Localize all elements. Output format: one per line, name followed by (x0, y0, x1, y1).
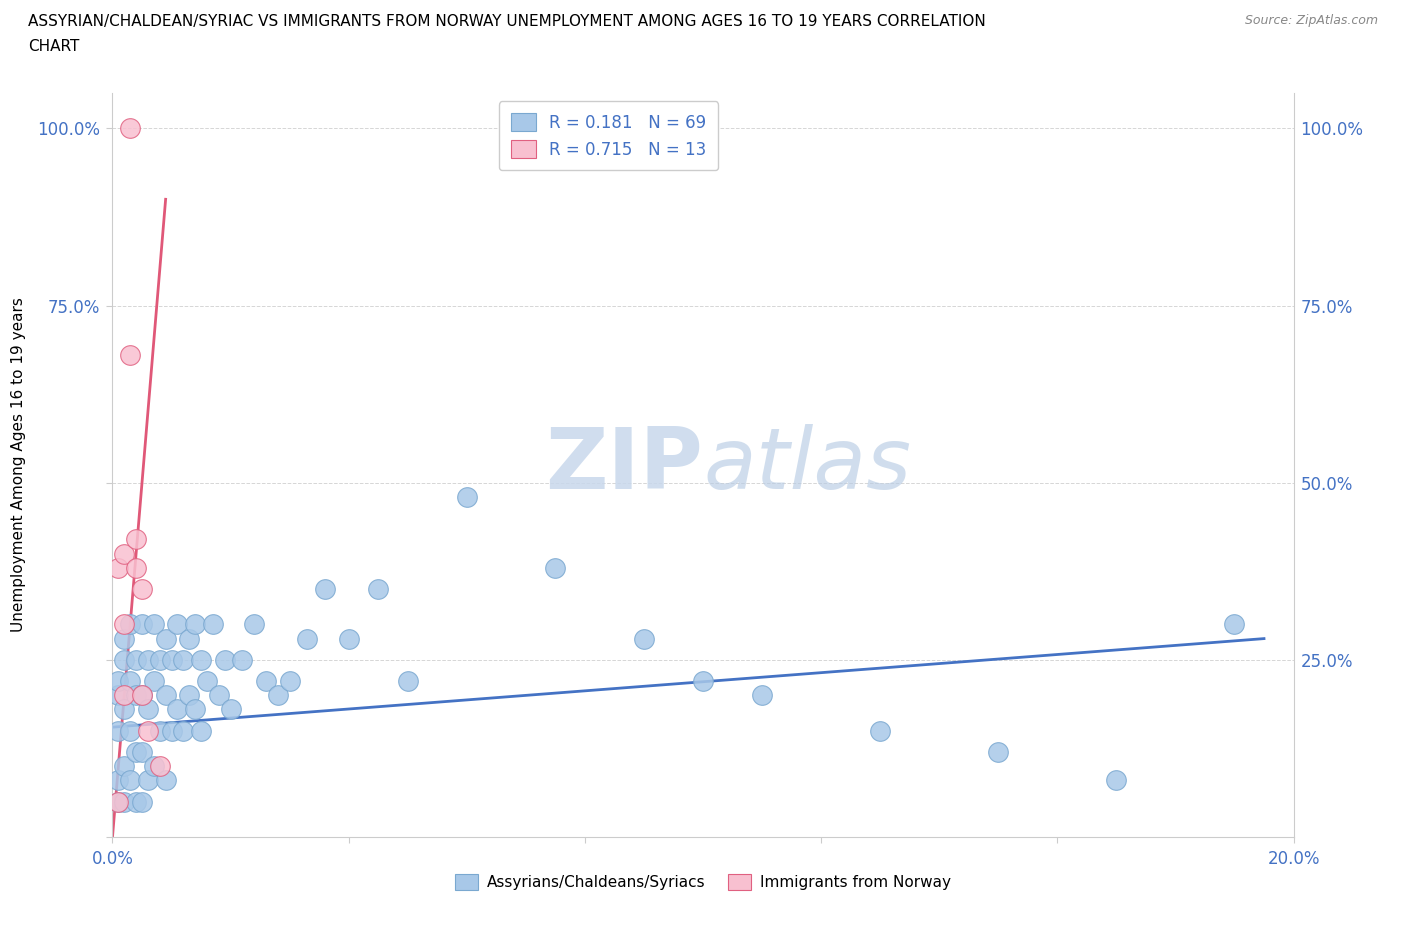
Point (120, 724, 142, 738)
Point (120, 673, 142, 688)
Point (107, 688, 129, 703)
Point (125, 532, 148, 547)
Point (112, 631, 135, 646)
Point (231, 653, 253, 668)
Text: CHART: CHART (28, 39, 80, 54)
Point (131, 794, 153, 809)
Point (142, 673, 165, 688)
Point (107, 560, 129, 575)
Point (120, 617, 142, 631)
Point (142, 617, 165, 631)
Legend: Assyrians/Chaldeans/Syriacs, Immigrants from Norway: Assyrians/Chaldeans/Syriacs, Immigrants … (449, 868, 957, 897)
Point (160, 653, 183, 668)
Text: ZIP: ZIP (546, 423, 703, 507)
Point (190, 724, 212, 738)
Point (112, 546, 135, 561)
Point (179, 688, 201, 703)
Point (136, 653, 159, 668)
Point (692, 673, 714, 688)
Point (107, 773, 129, 788)
Point (125, 745, 148, 760)
Point (243, 617, 266, 631)
Point (149, 653, 172, 668)
Point (155, 688, 177, 703)
Point (219, 702, 242, 717)
Point (112, 617, 135, 631)
Point (396, 673, 419, 688)
Point (214, 653, 236, 668)
Point (190, 653, 212, 668)
Text: ASSYRIAN/CHALDEAN/SYRIAC VS IMMIGRANTS FROM NORWAY UNEMPLOYMENT AMONG AGES 16 TO: ASSYRIAN/CHALDEAN/SYRIAC VS IMMIGRANTS F… (28, 14, 986, 29)
Y-axis label: Unemployment Among Ages 16 to 19 years: Unemployment Among Ages 16 to 19 years (11, 298, 25, 632)
Point (155, 631, 177, 646)
Point (125, 794, 148, 809)
Point (120, 348, 142, 363)
Point (112, 653, 135, 668)
Point (166, 702, 188, 717)
Point (131, 617, 153, 631)
Text: Source: ZipAtlas.com: Source: ZipAtlas.com (1244, 14, 1378, 27)
Point (633, 631, 655, 646)
Point (314, 581, 336, 596)
Point (112, 794, 135, 809)
Point (160, 724, 183, 738)
Point (278, 673, 301, 688)
Point (267, 688, 290, 703)
Point (172, 653, 194, 668)
Text: atlas: atlas (703, 423, 911, 507)
Point (107, 724, 129, 738)
Point (125, 560, 148, 575)
Point (120, 121, 142, 136)
Point (1223, 617, 1246, 631)
Point (107, 794, 129, 809)
Point (149, 759, 172, 774)
Point (131, 688, 153, 703)
Point (751, 688, 773, 703)
Point (155, 773, 177, 788)
Point (337, 631, 360, 646)
Point (1105, 773, 1128, 788)
Point (172, 724, 194, 738)
Point (456, 489, 478, 504)
Point (131, 581, 153, 596)
Point (136, 702, 159, 717)
Point (107, 794, 129, 809)
Point (254, 673, 277, 688)
Point (201, 617, 224, 631)
Point (166, 617, 188, 631)
Point (987, 745, 1010, 760)
Point (131, 745, 153, 760)
Point (184, 617, 207, 631)
Point (120, 773, 142, 788)
Point (136, 773, 159, 788)
Point (125, 688, 148, 703)
Point (195, 673, 218, 688)
Point (297, 631, 319, 646)
Point (112, 702, 135, 717)
Point (125, 653, 148, 668)
Point (367, 581, 389, 596)
Point (208, 688, 231, 703)
Point (142, 759, 165, 774)
Point (112, 688, 135, 703)
Point (179, 631, 201, 646)
Point (131, 688, 153, 703)
Point (112, 759, 135, 774)
Point (544, 560, 567, 575)
Point (149, 724, 172, 738)
Point (869, 724, 891, 738)
Point (136, 724, 159, 738)
Point (184, 702, 207, 717)
Point (107, 673, 129, 688)
